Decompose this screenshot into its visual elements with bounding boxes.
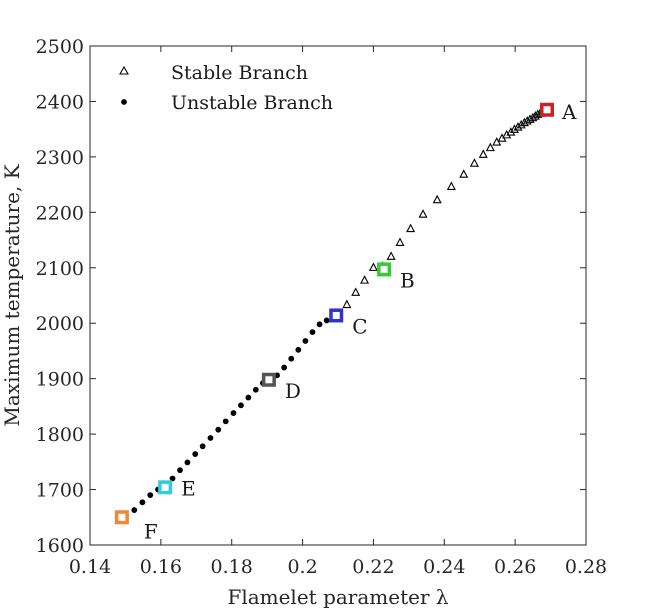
- y-tick-label: 1600: [36, 535, 84, 557]
- y-tick-label: 2200: [36, 202, 84, 224]
- annotation-label-b: B: [400, 268, 415, 292]
- annotation-label-a: A: [561, 100, 577, 124]
- annotation-label-e: E: [181, 476, 196, 500]
- unstable-point: [131, 507, 138, 513]
- y-tick-label: 2100: [36, 258, 84, 280]
- stable-point: [485, 142, 495, 152]
- unstable-point: [281, 364, 288, 371]
- stable-point: [432, 194, 442, 204]
- unstable-point: [323, 317, 330, 324]
- stable-point: [459, 169, 469, 178]
- unstable-point: [309, 329, 316, 335]
- unstable-point: [139, 499, 146, 506]
- stable-point: [506, 127, 516, 136]
- stable-point: [406, 223, 416, 233]
- x-axis-label: Flamelet parameter λ: [227, 585, 448, 609]
- unstable-point: [302, 338, 309, 344]
- y-tick-label: 2000: [36, 313, 84, 335]
- annotation-square-inner-b: [380, 265, 388, 273]
- unstable-point: [252, 386, 259, 393]
- x-tick-label: 0.24: [423, 556, 465, 578]
- x-tick-label: 0.18: [211, 556, 253, 578]
- unstable-point: [245, 394, 252, 401]
- y-axis-label: Maximum temperature, K: [0, 163, 24, 426]
- unstable-point: [288, 355, 295, 362]
- ticks: 0.14 0.16 0.18 0.2 0.22 0.24 0.26 0.28 1600 1700 1…: [36, 36, 608, 578]
- stable-point: [418, 209, 428, 218]
- legend-label-unstable: Unstable Branch: [171, 92, 333, 114]
- x-tick-label: 0.22: [352, 556, 394, 578]
- unstable-point: [147, 492, 154, 498]
- annotation-square-inner-f: [118, 513, 126, 521]
- stable-point: [360, 275, 370, 284]
- legend-label-stable: Stable Branch: [171, 62, 308, 84]
- data-markers: [122, 104, 552, 522]
- unstable-point: [184, 459, 191, 466]
- stable-point: [502, 129, 512, 139]
- stable-point: [513, 122, 523, 131]
- unstable-point: [230, 410, 237, 416]
- stable-point: [351, 287, 361, 296]
- unstable-point: [177, 467, 183, 474]
- unstable-point: [295, 346, 302, 353]
- annotation-square-inner-a: [543, 106, 551, 114]
- annotation-square-inner-d: [265, 376, 273, 384]
- x-tick-label: 0.14: [69, 556, 111, 578]
- y-tick-label: 1800: [36, 424, 84, 446]
- unstable-point: [192, 451, 199, 457]
- legend: Stable Branch Unstable Branch: [119, 62, 333, 114]
- unstable-point: [199, 443, 206, 450]
- stable-point: [446, 181, 456, 190]
- unstable-point: [316, 321, 323, 328]
- stable-point: [478, 149, 488, 158]
- stable-point: [509, 124, 519, 133]
- stable-point: [469, 158, 479, 167]
- x-tick-label: 0.26: [494, 556, 536, 578]
- annotation-square-inner-e: [161, 483, 169, 491]
- annotation-label-c: C: [352, 314, 367, 338]
- x-tick-label: 0.2: [287, 556, 317, 578]
- y-tick-label: 1700: [36, 480, 84, 502]
- y-tick-label: 2300: [36, 147, 84, 169]
- annotations: A B C D EF: [114, 100, 577, 543]
- stable-point: [342, 299, 352, 309]
- y-tick-label: 2500: [36, 36, 84, 58]
- x-tick-label: 0.28: [565, 556, 607, 578]
- axes-frame: [89, 45, 587, 546]
- y-tick-label: 1900: [36, 369, 84, 391]
- stable-point: [386, 251, 396, 260]
- annotation-square-inner-c: [332, 311, 340, 319]
- unstable-point: [207, 435, 214, 441]
- x-tick-label: 0.16: [140, 556, 182, 578]
- annotation-label-d: D: [285, 379, 301, 403]
- stable-point: [368, 262, 378, 271]
- legend-triangle-marker: [119, 65, 129, 75]
- legend-dot-marker: [121, 99, 127, 105]
- y-tick-label: 2400: [36, 91, 84, 113]
- stable-point: [395, 237, 405, 246]
- annotation-label-f: F: [144, 519, 158, 543]
- unstable-point: [215, 426, 222, 433]
- unstable-point: [169, 475, 176, 482]
- unstable-point: [222, 418, 229, 425]
- unstable-point: [238, 402, 244, 409]
